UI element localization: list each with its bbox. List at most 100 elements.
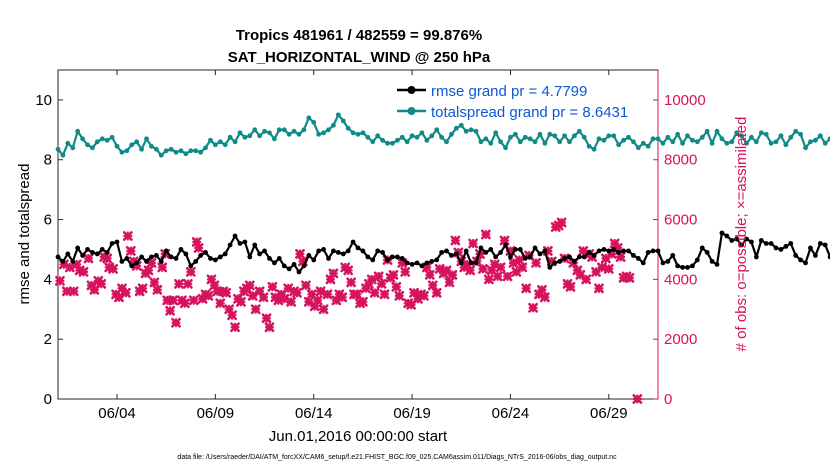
rmse-point <box>665 259 671 264</box>
totalspread-point <box>345 125 351 131</box>
obs-point <box>480 229 491 240</box>
obs-point <box>215 298 226 309</box>
y-right-tick-label: 0 <box>664 391 672 408</box>
rmse-point <box>567 254 572 260</box>
rmse-point <box>473 260 479 266</box>
rmse-point <box>616 250 622 255</box>
rmse-point <box>331 248 336 254</box>
totalspread-point <box>817 133 823 139</box>
x-tick-label: 06/29 <box>590 405 628 422</box>
rmse-point <box>793 253 799 258</box>
totalspread-point <box>365 134 371 140</box>
rmse-point <box>85 247 90 252</box>
totalspread-point <box>601 137 607 143</box>
rmse-point <box>208 256 213 261</box>
totalspread-point <box>355 131 361 137</box>
obs-point <box>376 278 387 289</box>
rmse-point <box>827 254 830 260</box>
rmse-point <box>783 244 789 249</box>
rmse-point <box>424 260 430 266</box>
obs-point <box>68 286 79 297</box>
rmse-point <box>114 239 120 245</box>
totalspread-point <box>827 136 830 142</box>
rmse-point <box>70 259 76 264</box>
rmse-point <box>753 254 759 260</box>
x-tick-label: 06/09 <box>197 405 235 422</box>
rmse-point <box>493 254 499 260</box>
totalspread-point <box>753 139 759 145</box>
obs-point <box>517 262 528 273</box>
totalspread-point <box>473 128 479 134</box>
chart-title-line2: SAT_HORIZONTAL_WIND @ 250 hPa <box>228 49 491 66</box>
rmse-line <box>57 231 830 273</box>
legend-rmse-label: rmse grand pr = 4.7799 <box>431 83 587 100</box>
totalspread-point <box>104 137 110 143</box>
y-right-tick-label: 8000 <box>664 152 697 169</box>
totalspread-point <box>242 134 248 140</box>
rmse-point <box>660 260 666 266</box>
obs-point <box>502 271 513 282</box>
totalspread-point <box>606 133 612 139</box>
totalspread-point <box>424 137 430 143</box>
rmse-point <box>409 262 415 267</box>
legend-rmse-marker <box>407 86 416 94</box>
totalspread-point <box>739 133 745 139</box>
rmse-point <box>778 247 784 252</box>
totalspread-point <box>399 134 405 140</box>
obs-point <box>185 266 196 277</box>
totalspread-point <box>306 115 312 121</box>
obs-point <box>556 217 567 228</box>
totalspread-point <box>547 131 553 137</box>
obs-point <box>379 289 390 300</box>
rmse-point <box>281 263 287 269</box>
y-left-tick-label: 4 <box>44 271 52 288</box>
y-left-tick-label: 0 <box>44 391 52 408</box>
rmse-point <box>340 251 346 257</box>
totalspread-point <box>768 140 774 146</box>
totalspread-point <box>217 139 223 145</box>
rmse-point <box>153 253 159 258</box>
rmse-point <box>271 260 277 266</box>
rmse-point <box>463 248 469 254</box>
obs-point <box>157 262 168 273</box>
obs-point <box>632 394 643 404</box>
rmse-point <box>370 257 376 263</box>
obs-point <box>292 287 302 298</box>
rmse-point <box>640 260 646 266</box>
rmse-point <box>719 230 725 236</box>
rmse-point <box>104 250 110 255</box>
totalspread-point <box>650 136 656 142</box>
rmse-point <box>458 260 464 266</box>
totalspread-point <box>675 131 681 137</box>
rmse-point <box>414 260 420 266</box>
rmse-point <box>655 248 661 254</box>
totalspread-point <box>340 118 346 124</box>
totalspread-point <box>247 133 253 139</box>
rmse-point <box>212 257 218 263</box>
totalspread-point <box>557 139 563 145</box>
rmse-point <box>591 253 597 258</box>
totalspread-point <box>542 140 548 146</box>
obs-point <box>391 281 402 292</box>
totalspread-point <box>571 133 577 139</box>
rmse-point <box>537 251 543 257</box>
rmse-point <box>296 269 302 275</box>
rmse-point <box>621 248 626 254</box>
totalspread-point <box>596 136 602 142</box>
rmse-point <box>345 248 351 254</box>
y-right-tick-label: 6000 <box>664 212 697 229</box>
totalspread-point <box>478 139 484 145</box>
rmse-point <box>709 259 715 264</box>
totalspread-point <box>493 130 499 136</box>
rmse-point <box>301 263 307 269</box>
obs-point <box>514 255 525 265</box>
rmse-point <box>90 250 95 255</box>
rmse-point <box>690 263 695 269</box>
obs-point <box>615 252 626 262</box>
obs-point <box>346 277 357 288</box>
totalspread-point <box>483 136 489 142</box>
rmse-point <box>685 265 690 270</box>
left-axis: 0 2 4 6 8 10 <box>35 92 63 408</box>
rmse-point <box>94 251 100 257</box>
right-axis: 0 2000 4000 6000 8000 10000 <box>653 70 706 408</box>
